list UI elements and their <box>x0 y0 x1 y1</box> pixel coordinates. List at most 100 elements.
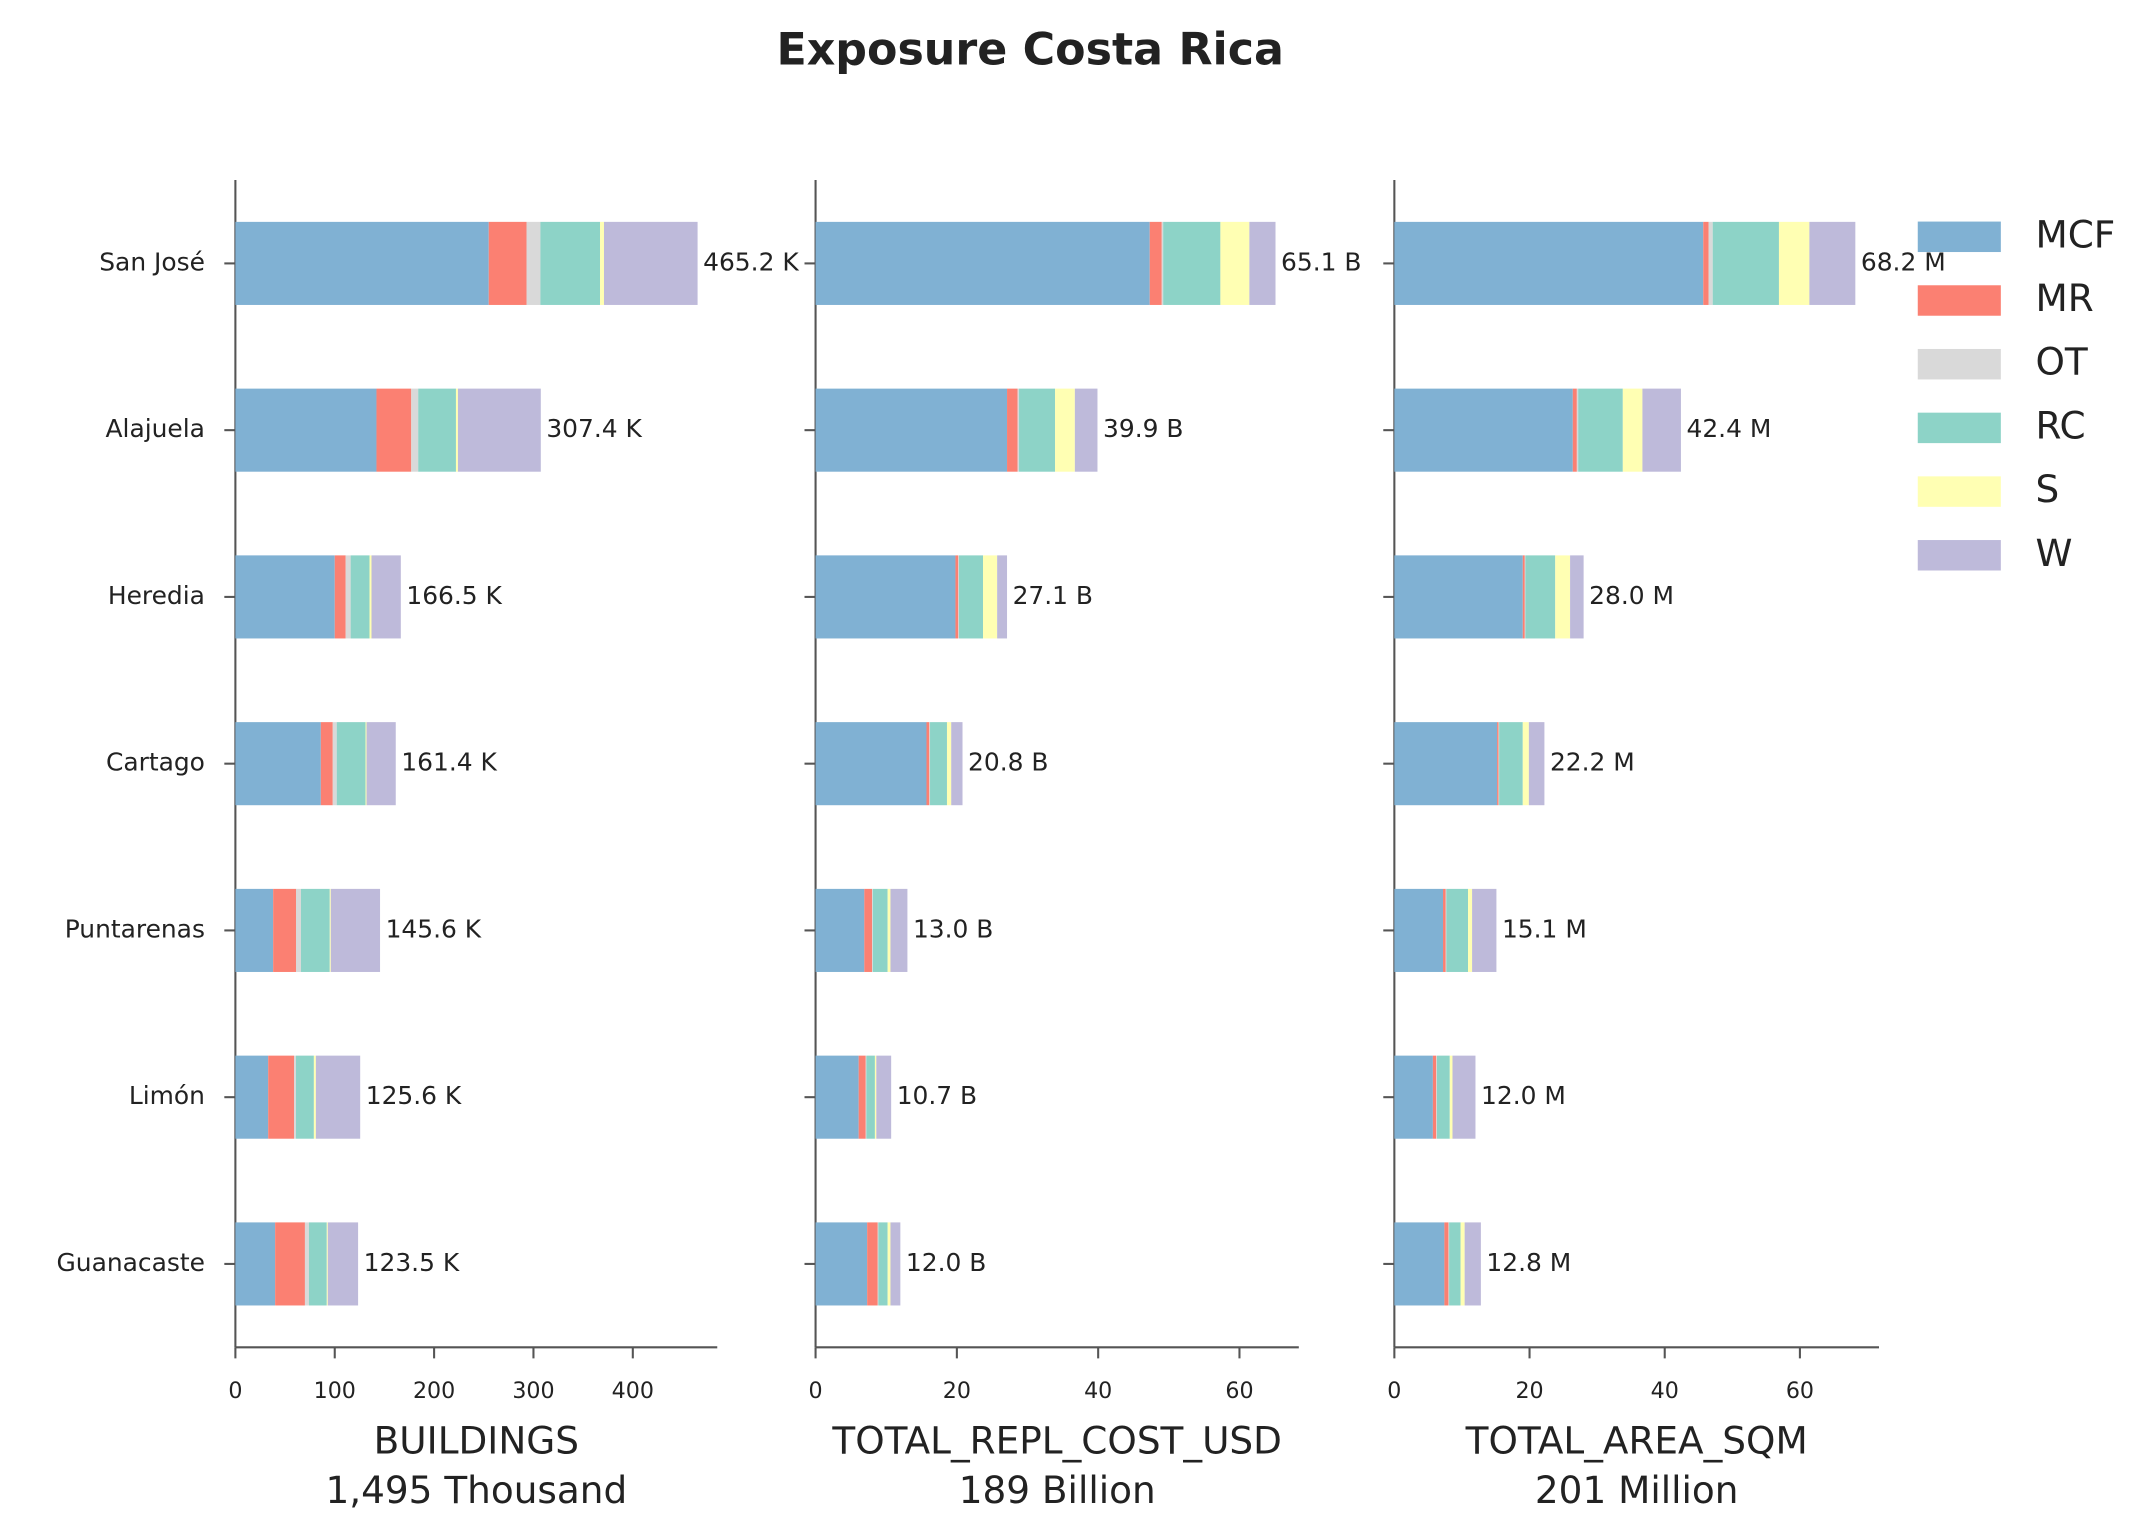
bar-segment <box>929 722 931 806</box>
bar-segment <box>457 388 541 472</box>
bar-segment <box>235 1055 269 1139</box>
bar-segment <box>1161 221 1164 305</box>
y-tick-label: Limón <box>129 1081 205 1110</box>
total-label: 12.8 M <box>1486 1248 1571 1277</box>
bar-segment <box>327 1222 359 1306</box>
total-label: 20.8 B <box>968 748 1048 777</box>
bar-segment <box>1570 555 1584 639</box>
bar-segment <box>864 888 873 972</box>
x-tick-label: 0 <box>228 1378 242 1404</box>
bar-segment <box>955 555 959 639</box>
legend-label: RC <box>2035 403 2085 447</box>
bar-segment <box>295 1055 314 1139</box>
bar-segment <box>345 555 351 639</box>
bar-segment <box>872 888 873 972</box>
legend-label: MCF <box>2035 212 2115 256</box>
bar-segment <box>411 388 419 472</box>
bar-segment <box>1444 1222 1449 1306</box>
legend-label: MR <box>2035 276 2093 320</box>
x-axis-label: TOTAL_AREA_SQM <box>1465 1418 1808 1462</box>
chart-title: Exposure Costa Rica <box>776 25 1283 76</box>
total-label: 68.2 M <box>1861 247 1946 276</box>
x-tick-label: 100 <box>314 1378 356 1404</box>
bar-segment <box>1622 388 1643 472</box>
bar-segment <box>946 722 952 806</box>
bar-segment <box>1394 1055 1433 1139</box>
bar-segment <box>300 888 330 972</box>
bar-segment <box>330 888 381 972</box>
x-tick-label: 60 <box>1225 1378 1253 1404</box>
legend-swatch <box>1917 348 2001 380</box>
legend-label: S <box>2035 467 2059 511</box>
bar-segment <box>308 1222 327 1306</box>
bar-segment <box>369 555 372 639</box>
bar-segment <box>1452 1055 1476 1139</box>
total-label: 27.1 B <box>1013 581 1093 610</box>
bar-segment <box>815 555 956 639</box>
x-tick-label: 40 <box>1651 1378 1679 1404</box>
bar-segment <box>418 388 456 472</box>
bar-segment <box>958 555 959 639</box>
bar-segment <box>815 1222 868 1306</box>
bar-segment <box>1642 388 1681 472</box>
bar-segment <box>1498 722 1500 806</box>
legend-swatch <box>1917 476 2001 507</box>
total-label: 42.4 M <box>1686 414 1771 443</box>
bar-segment <box>1055 388 1075 472</box>
bar-segment <box>366 722 396 806</box>
x-tick-label: 40 <box>1084 1378 1112 1404</box>
bar-segment <box>1394 388 1573 472</box>
total-label: 65.1 B <box>1281 247 1361 276</box>
bar-segment <box>320 722 333 806</box>
bar-segment <box>887 888 891 972</box>
bar-segment <box>1524 555 1526 639</box>
bar-segment <box>273 888 296 972</box>
y-tick-label: Alajuela <box>105 414 204 443</box>
bar-segment <box>1525 555 1556 639</box>
bar-segment <box>983 555 998 639</box>
total-label: 10.7 B <box>897 1081 977 1110</box>
bar-segment <box>815 1055 859 1139</box>
bar-segment <box>1017 388 1020 472</box>
bar-segment <box>235 1222 276 1306</box>
legend-swatch <box>1917 540 2001 571</box>
bar-segment <box>488 221 527 305</box>
total-label: 12.0 B <box>906 1248 986 1277</box>
bar-segment <box>350 555 370 639</box>
bar-segment <box>376 388 412 472</box>
total-label: 166.5 K <box>406 581 502 610</box>
bar-segment <box>1522 555 1525 639</box>
bar-segment <box>526 221 541 305</box>
bar-segment <box>315 1055 361 1139</box>
x-axis-label: BUILDINGS <box>374 1418 579 1462</box>
bar-segment <box>332 722 337 806</box>
bar-segment <box>1149 221 1162 305</box>
y-tick-label: Heredia <box>108 581 205 610</box>
bar-segment <box>1809 221 1856 305</box>
bar-segment <box>1460 1222 1465 1306</box>
bar-segment <box>1394 888 1444 972</box>
bar-segment <box>1528 722 1545 806</box>
bar-segment <box>1778 221 1810 305</box>
bar-segment <box>1497 722 1499 806</box>
bar-segment <box>1436 1055 1450 1139</box>
bar-segment <box>1703 221 1709 305</box>
bar-segment <box>295 888 301 972</box>
total-label: 145.6 K <box>386 914 482 943</box>
bar-segment <box>865 1055 867 1139</box>
x-axis-sublabel: 1,495 Thousand <box>325 1468 627 1512</box>
total-label: 28.0 M <box>1589 581 1674 610</box>
total-label: 12.0 M <box>1481 1081 1566 1110</box>
x-tick-label: 60 <box>1786 1378 1814 1404</box>
total-label: 125.6 K <box>366 1081 462 1110</box>
total-label: 13.0 B <box>913 914 993 943</box>
bar-segment <box>1712 221 1779 305</box>
bar-segment <box>365 722 367 806</box>
bar-segment <box>235 388 377 472</box>
x-tick-label: 20 <box>1515 1378 1543 1404</box>
bar-segment <box>1449 1222 1461 1306</box>
bar-segment <box>1074 388 1098 472</box>
bar-segment <box>455 388 458 472</box>
bar-segment <box>1220 221 1250 305</box>
